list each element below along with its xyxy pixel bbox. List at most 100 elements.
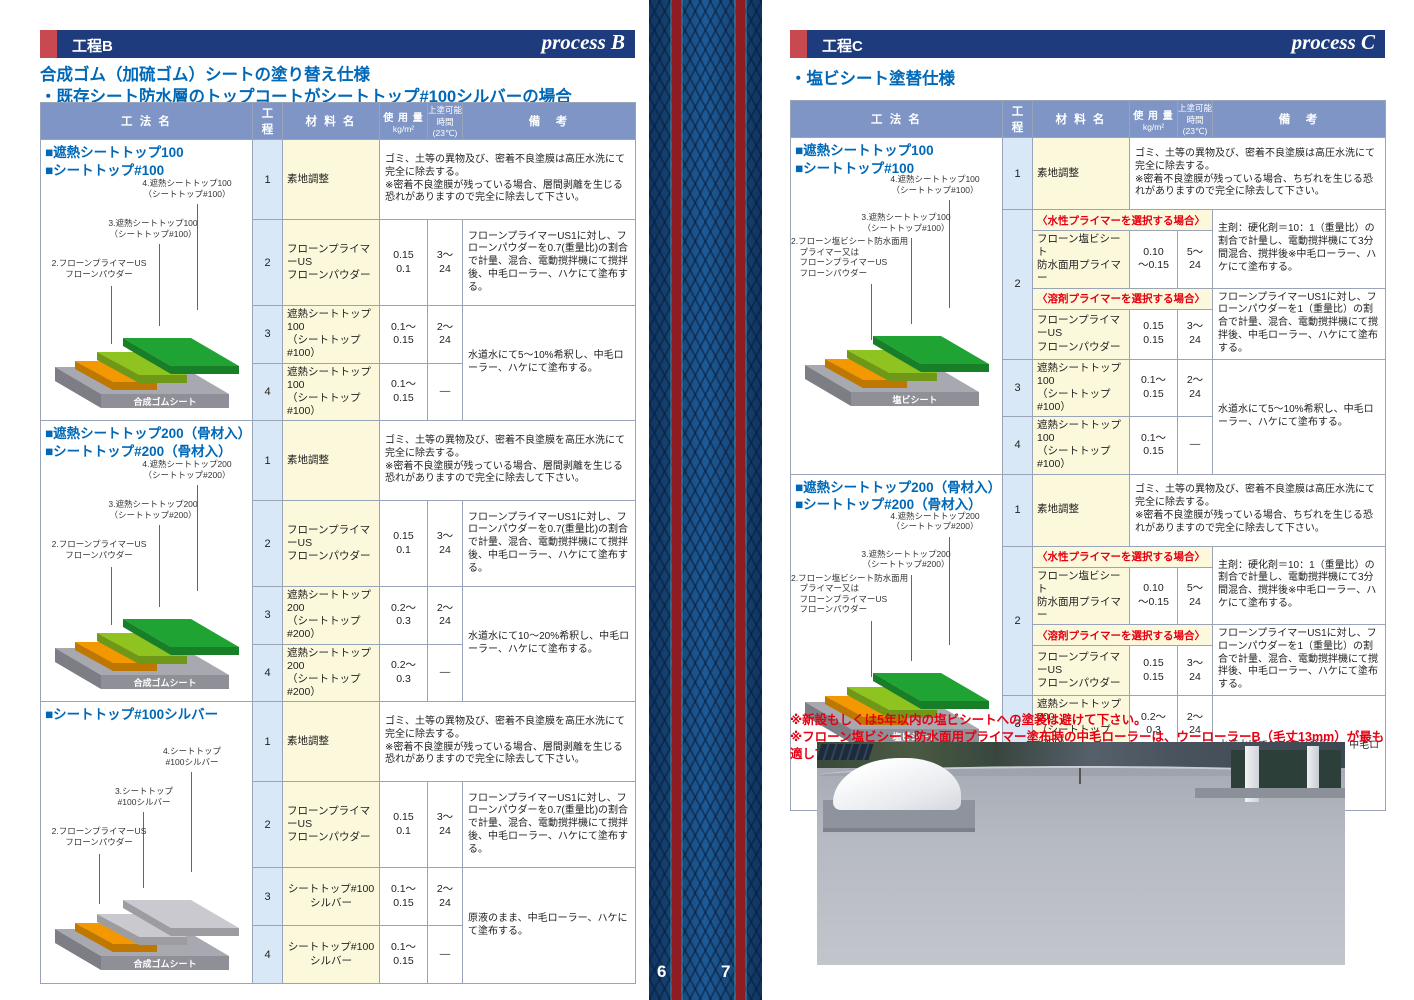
layer4-front (171, 928, 239, 936)
layer2-front (863, 380, 907, 388)
remarks-cell: フローンプライマーUS1に対し、フローンパウダーを0.7(重量比)の割合で計量、… (462, 781, 636, 868)
table-row: 3 遮熱シートトップ100 （シートトップ#100） 0.1～0.15 2～24… (791, 358, 1386, 475)
layer2-front (113, 663, 157, 671)
table-row: ■遮熱シートトップ200（骨材入） ■シートトップ#200（骨材入） 4.遮熱シ… (40, 420, 636, 702)
material-cell: フローンプライマーUS フローンパウダー (282, 219, 380, 306)
process-header: 工程B process B (40, 30, 635, 58)
step-cell: 2 (1002, 209, 1033, 360)
layer4-top (123, 619, 239, 647)
table-row: フローンプライマーUS フローンパウダー 0.15 0.15 3～24 (791, 308, 1386, 360)
remarks-cell: フローンプライマーUS1に対し、フローンパウダーを1（重量比）の割合で計量、混合… (1212, 624, 1386, 696)
col-header-step: 工程 (252, 102, 283, 140)
base-side (55, 648, 101, 689)
table-row: ■遮熱シートトップ100 ■シートトップ#100 4.遮熱シートトップ100 （… (40, 139, 636, 421)
table-row: 2 フローンプライマーUS フローンパウダー 0.15 0.1 3～24 フロー… (41, 781, 636, 868)
process-tag: 工程B (72, 38, 113, 55)
layer4-top (123, 900, 239, 928)
method-name: ■遮熱シートトップ100 (45, 145, 184, 160)
step-cell: 4 (1002, 416, 1033, 475)
layer4-side (123, 338, 171, 374)
base-sheet-label: 合成ゴムシート (133, 677, 196, 688)
step-cell: 2 (1002, 545, 1033, 696)
material-cell: フローンプライマーUS フローンパウダー (1032, 645, 1130, 696)
layer3-front (139, 937, 187, 945)
material-cell: 遮熱シートトップ100 （シートトップ#100） (282, 305, 380, 364)
step-cell: 1 (252, 139, 283, 220)
remarks-cell: フローンプライマーUS1に対し、フローンパウダーを1（重量比）の割合で計量、混合… (1212, 287, 1386, 360)
recoat-cell: 3～24 (1177, 645, 1213, 696)
table-row: 2 〈水性プライマーを選択する場合〉 主剤：硬化剤＝10：1（重量比）の割合で計… (791, 545, 1386, 696)
layer3-side (97, 352, 139, 383)
table-row: 4 遮熱シートトップ200 （シートトップ#200） 0.2～0.3 — (41, 643, 636, 702)
option-header-cell: 〈溶剤プライマーを選択する場合〉 (1032, 624, 1213, 646)
layer4-top (873, 336, 989, 364)
leader-line (949, 536, 950, 645)
leader-line (197, 485, 198, 591)
recoat-cell: 3～24 (427, 219, 463, 306)
table-row: フローン塩ビシート 防水面用プライマー 0.10 ～0.15 5～24 (791, 566, 1386, 625)
material-cell: フローン塩ビシート 防水面用プライマー (1032, 230, 1130, 289)
recoat-cell: 3～24 (1177, 308, 1213, 360)
recoat-cell: 3～24 (427, 500, 463, 587)
step-cell: 4 (252, 643, 283, 702)
step-cell: 1 (1002, 473, 1033, 547)
base-front (101, 394, 229, 408)
layer-label-4: 4.遮熱シートトップ100 （シートトップ#100） (890, 174, 980, 195)
material-cell: 遮熱シートトップ100 （シートトップ#100） (1032, 416, 1130, 475)
method-name: ■シートトップ#100 (45, 162, 165, 178)
leader-line (871, 284, 872, 340)
process-en-label: process B (541, 30, 625, 54)
recoat-cell: 5～24 (1177, 566, 1213, 625)
col-header-usage: 使 用 量 kg/m² (379, 102, 428, 140)
layer2-front (113, 382, 157, 390)
layer-label-3: 3.遮熱シートトップ100 （シートトップ#100） (108, 218, 198, 239)
photo-ledge (1195, 788, 1345, 798)
usage-cell: 0.15 0.1 (379, 781, 428, 868)
table-row: 4 シートトップ#100 シルバー 0.1～0.15 — (41, 925, 636, 984)
option-header-cell: 〈水性プライマーを選択する場合〉 (1032, 209, 1213, 231)
usage-cell: 0.1～0.15 (1129, 358, 1178, 417)
remarks-cell: 水道水にて5～10%希釈し、中毛ローラー、ハケにて塗布する。 (462, 305, 636, 421)
material-cell: 素地調整 (282, 139, 380, 220)
spec-table-left-wrap: 工 法 名 工程 材 料 名 使 用 量 kg/m² 上塗可能 時間(23℃) 備 … (40, 102, 636, 984)
spec-table-right: 工 法 名 工程 材 料 名 使 用 量 kg/m² 上塗可能 時間(23℃) 備 … (790, 100, 1386, 811)
base-sheet-label: 塩ビシート (892, 731, 937, 742)
layer2-side (75, 361, 113, 390)
layer4-top (873, 672, 989, 701)
table-row: 2 〈水性プライマーを選択する場合〉 主剤：硬化剤＝10：1（重量比）の割合で計… (791, 209, 1386, 360)
remarks-cell: ゴミ、土等の異物及び、密着不良塗膜は高圧水洗にて完全に除去する。 ※密着不良塗膜… (1129, 137, 1386, 210)
table-row: 4 遮熱シートトップ100 （シートトップ#100） 0.1～0.15 — (791, 416, 1386, 475)
table-row: フローン塩ビシート 防水面用プライマー 0.10 ～0.15 5～24 (791, 230, 1386, 289)
base-side (805, 701, 851, 743)
layer-label-3: 3.シートトップ #100シルバー (114, 786, 174, 807)
base-sheet-label: 合成ゴムシート (133, 958, 196, 969)
layer3-side (97, 633, 139, 664)
leader-line (159, 525, 160, 607)
recoat-cell: 2～24 (427, 305, 463, 364)
layer-label-2: 2.フローンプライマーUS フローンパウダー (51, 826, 147, 847)
col-header-recoat: 上塗可能 時間(23℃) (1177, 100, 1213, 138)
remarks-cell: ゴミ、土等の異物及び、密着不良塗膜を高圧水洗にて完全に除去する。 ※密着不良塗膜… (379, 420, 636, 501)
base-side (805, 365, 851, 406)
method-cell: ■シートトップ#100シルバー 4.シートトップ #100シルバー 3.シートト… (40, 701, 253, 984)
step-cell: 3 (252, 586, 283, 645)
leader-line (197, 204, 198, 310)
method-cell: ■遮熱シートトップ200（骨材入） ■シートトップ#200（骨材入） 4.遮熱シ… (40, 420, 253, 702)
layer-label-2: 2.フローン塩ビシート防水面用 プライマー又は フローンプライマーUS フローン… (791, 236, 909, 278)
rooftop-photo (817, 742, 1345, 965)
col-header-remarks: 備 考 (1212, 100, 1386, 138)
layer-label-3: 3.遮熱シートトップ100 （シートトップ#100） (861, 212, 951, 233)
layer3-front (889, 709, 937, 718)
table-row: ■遮熱シートトップ200（骨材入） ■シートトップ#200（骨材入） 4.遮熱シ… (790, 473, 1386, 811)
usage-cell: 0.15 0.1 (379, 219, 428, 306)
method-name: ■シートトップ#200（骨材入） (45, 443, 232, 459)
material-cell: 遮熱シートトップ100 （シートトップ#100） (282, 362, 380, 421)
leader-line (871, 620, 872, 677)
layer4-front (171, 366, 239, 374)
layer4-front (171, 647, 239, 655)
process-en-label: process C (1291, 30, 1375, 54)
material-cell: 素地調整 (282, 701, 380, 782)
table-row: 4 遮熱シートトップ100 （シートトップ#100） 0.1～0.15 — (41, 362, 636, 421)
recoat-cell: 2～24 (1177, 358, 1213, 417)
step-cell: 1 (1002, 137, 1033, 210)
